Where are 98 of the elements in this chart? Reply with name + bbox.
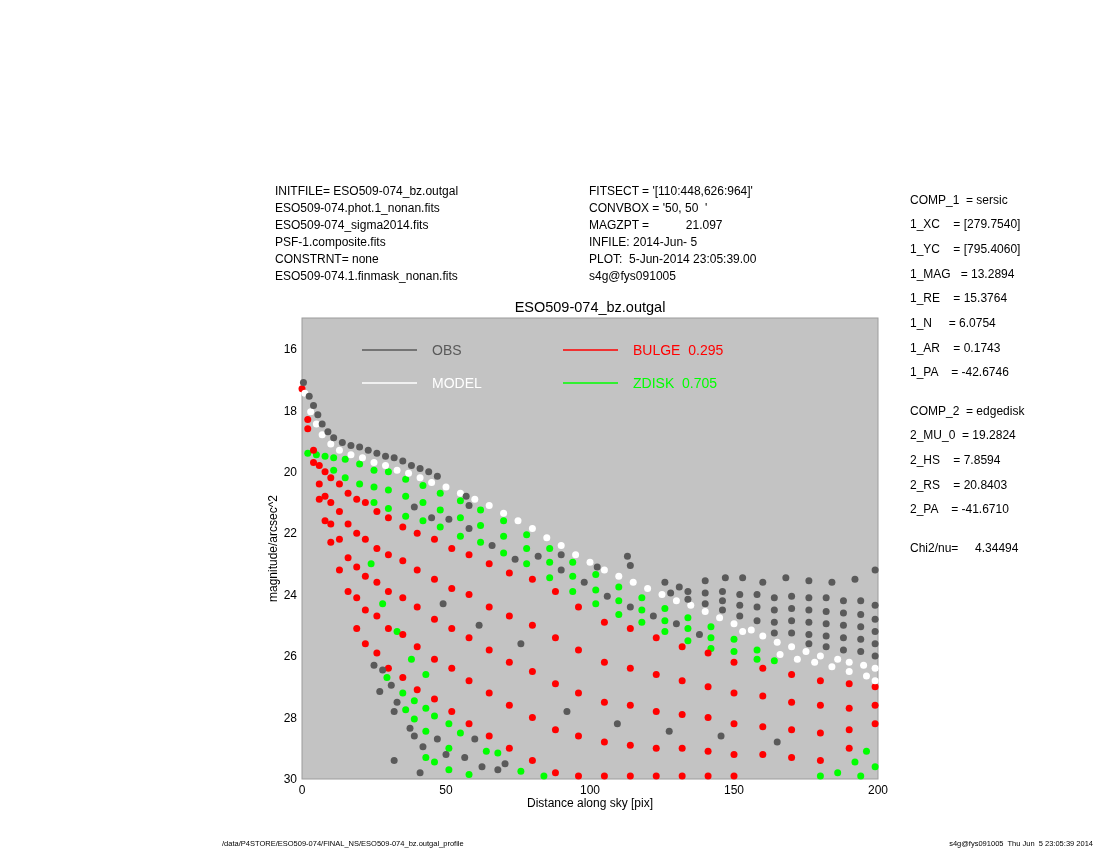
y-axis-title: magnitude/arcsec^2 [266,494,280,603]
text: 1_N = 6.0754 [910,316,997,330]
legend-label: BULGE 0.295 [633,342,724,358]
point [747,626,755,634]
point [730,620,738,628]
point [528,525,536,533]
x-tick-label: 100 [579,783,601,797]
y-tick-label: 28 [283,710,298,725]
y-tick-label: 24 [283,587,298,602]
y-tick-label: 20 [283,464,298,479]
x-tick-label: 0 [298,783,306,797]
text: Chi2/nu= 4.34494 [910,540,1019,555]
point [687,601,695,609]
point [776,651,784,659]
point [347,451,355,459]
point [716,614,724,622]
x-axis-title: Distance along sky [pix] [526,796,654,810]
point [572,551,580,559]
point [586,558,594,566]
point [828,663,836,671]
point [860,661,868,669]
legend-label: OBS [432,342,462,358]
point [759,632,767,640]
point [773,638,781,646]
point [834,655,842,663]
y-tick-label: 22 [283,526,298,541]
point [318,431,326,439]
point [845,658,853,666]
point [629,578,637,586]
text: INFILE: 2014-Jun- 5 [589,235,698,249]
point [845,667,853,675]
text: 1_XC = [279.7540] [910,217,1021,232]
x-tick-label: 200 [867,783,889,797]
point [788,643,796,651]
text: CONVBOX = '50, 50 ' [589,201,708,215]
point [312,420,320,428]
point [382,462,390,470]
point [358,454,366,462]
point [871,664,879,672]
point [871,677,879,685]
point [557,541,565,549]
point [393,466,401,474]
text: INITFILE= ESO509-074_bz.outgal [275,184,459,198]
point [615,572,623,580]
text: 1_MAG = 13.2894 [910,266,1015,281]
point [335,446,343,454]
text: ESO509-074.1.finmask_nonan.fits [275,269,458,283]
text: 2_RS = 20.8403 [910,477,1008,492]
text: ESO509-074.phot.1_nonan.fits [275,201,440,215]
point [862,672,870,680]
point [816,652,824,660]
text: MAGZPT = 21.097 [589,218,723,232]
text: PLOT: 5-Jun-2014 23:05:39.00 [589,252,757,266]
y-tick-label: 26 [283,649,298,664]
chart-title: ESO509-074_bz.outgal [514,299,666,315]
point [644,584,652,592]
y-tick-label: 18 [283,403,298,418]
point [658,591,666,599]
point [811,658,819,666]
text: 2_PA = -41.6710 [910,502,1010,517]
text: 1_PA = -42.6746 [910,365,1010,380]
point [307,408,315,416]
point [428,478,436,486]
text: PSF-1.composite.fits [275,235,386,249]
text: s4g@fys091005 [589,269,677,283]
point [600,566,608,574]
legend-label: MODEL [432,375,482,391]
text: 1_RE = 15.3764 [910,291,1008,306]
point [370,458,378,466]
y-tick-label: 30 [283,772,298,787]
point [327,440,335,448]
point [471,495,479,503]
point [405,469,413,477]
text: 2_MU_0 = 19.2824 [910,428,1017,443]
x-tick-label: 150 [723,783,745,797]
point [500,509,508,517]
legend-label: ZDISK 0.705 [633,375,718,391]
point [514,517,522,525]
text: FITSECT = '[110:448,626:964]' [589,184,753,198]
text: 1_YC = [795.4060] [910,241,1021,256]
point [701,608,709,615]
point [802,647,810,655]
point [442,483,450,491]
point [543,534,551,542]
y-tick-label: 16 [283,342,298,357]
point [456,489,464,497]
point [416,474,424,482]
text: ESO509-074_sigma2014.fits [275,218,429,232]
x-tick-label: 50 [439,783,453,797]
point [739,627,747,635]
text: 2_HS = 7.8594 [910,453,1001,467]
point [485,501,493,509]
text: COMP_2 = edgedisk [910,403,1026,418]
text: 1_AR = 0.1743 [910,340,1001,355]
point [793,655,801,663]
point [672,597,680,605]
text: COMP_1 = sersic [910,192,1008,207]
text: CONSTRNT= none [275,252,380,266]
